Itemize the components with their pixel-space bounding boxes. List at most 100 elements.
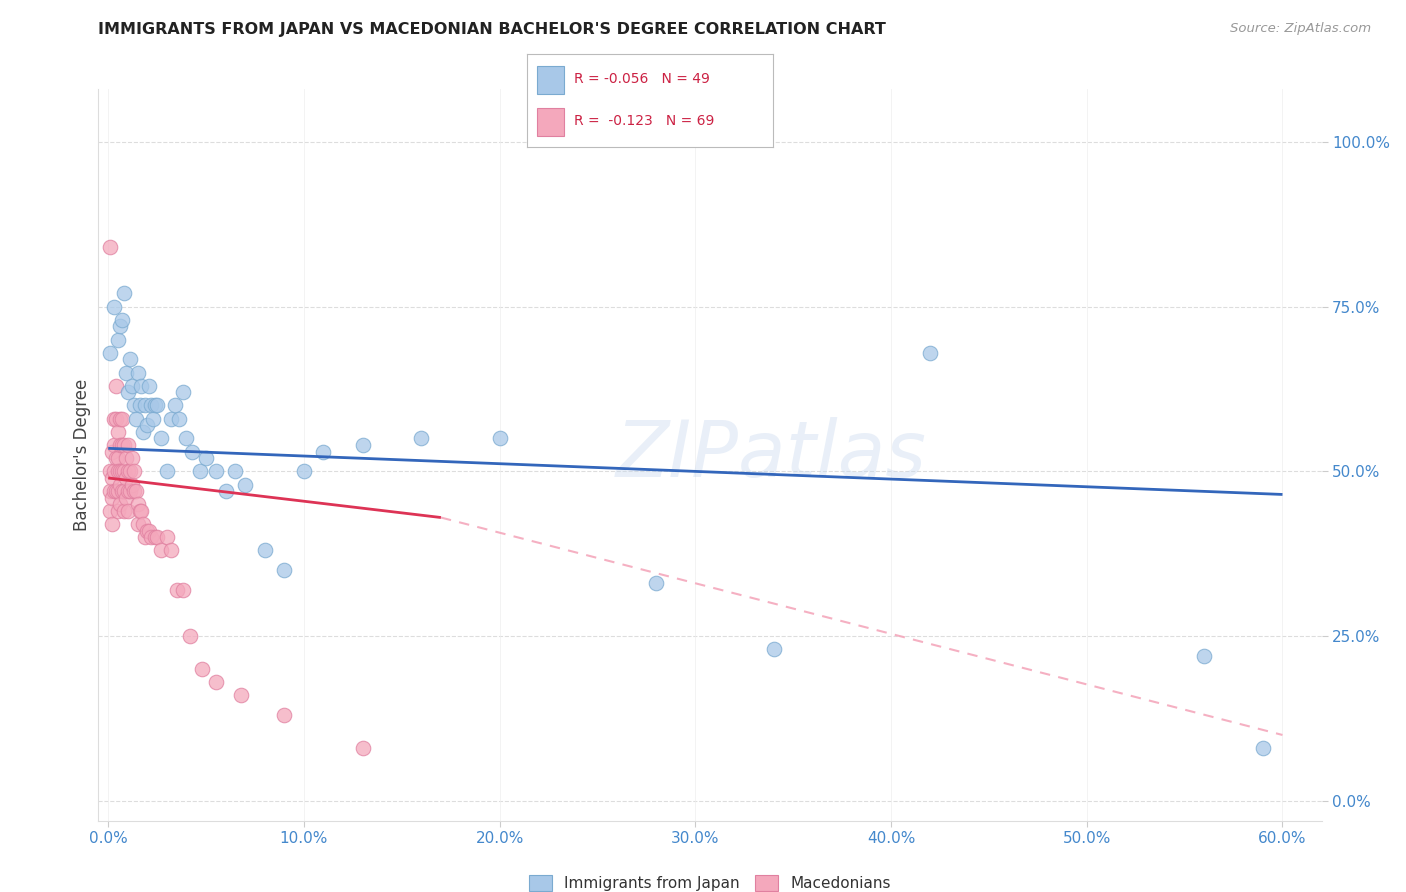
Point bbox=[101, 444, 124, 458]
Point bbox=[352, 438, 374, 452]
Point bbox=[142, 411, 165, 425]
Point bbox=[205, 464, 228, 478]
Point bbox=[107, 464, 129, 478]
Point bbox=[98, 504, 121, 518]
Point bbox=[111, 464, 134, 478]
Point bbox=[160, 411, 183, 425]
Point bbox=[156, 464, 179, 478]
Point bbox=[233, 477, 256, 491]
Point bbox=[352, 741, 374, 756]
Point bbox=[273, 708, 295, 723]
Text: R = -0.056   N = 49: R = -0.056 N = 49 bbox=[574, 72, 710, 87]
Point bbox=[762, 642, 785, 657]
Point bbox=[141, 399, 163, 413]
Point bbox=[107, 425, 129, 439]
Point bbox=[112, 286, 135, 301]
Point bbox=[163, 399, 186, 413]
Point bbox=[205, 675, 228, 690]
Point bbox=[118, 464, 141, 478]
Point bbox=[103, 411, 125, 425]
Point bbox=[181, 444, 204, 458]
Point bbox=[105, 378, 128, 392]
Point bbox=[105, 484, 128, 499]
Point bbox=[111, 313, 134, 327]
Point bbox=[124, 484, 146, 499]
Point bbox=[121, 477, 143, 491]
Text: R =  -0.123   N = 69: R = -0.123 N = 69 bbox=[574, 114, 714, 128]
Point bbox=[118, 352, 141, 367]
Point bbox=[176, 432, 198, 446]
Point bbox=[488, 432, 510, 446]
Point bbox=[146, 399, 169, 413]
Point bbox=[108, 464, 131, 478]
Point bbox=[122, 464, 145, 478]
Point bbox=[191, 662, 214, 676]
Point bbox=[114, 471, 136, 485]
Point bbox=[138, 378, 160, 392]
Point bbox=[124, 411, 146, 425]
Point bbox=[141, 530, 163, 544]
Point bbox=[136, 524, 159, 538]
Point bbox=[98, 484, 121, 499]
Point bbox=[114, 366, 136, 380]
Point bbox=[98, 240, 121, 254]
Point bbox=[108, 438, 131, 452]
Point bbox=[105, 411, 128, 425]
Point bbox=[101, 471, 124, 485]
Point bbox=[101, 491, 124, 505]
Point bbox=[127, 497, 149, 511]
Point bbox=[107, 451, 129, 466]
Point bbox=[134, 399, 156, 413]
Point bbox=[253, 543, 276, 558]
Point bbox=[98, 345, 121, 359]
Point bbox=[179, 629, 201, 643]
Point bbox=[134, 530, 156, 544]
Point bbox=[136, 418, 159, 433]
Point bbox=[107, 484, 129, 499]
Point bbox=[105, 451, 128, 466]
Point bbox=[112, 464, 135, 478]
Legend: Immigrants from Japan, Macedonians: Immigrants from Japan, Macedonians bbox=[523, 869, 897, 892]
Point bbox=[172, 582, 194, 597]
Point bbox=[166, 582, 188, 597]
Point bbox=[108, 319, 131, 334]
Point bbox=[143, 399, 166, 413]
Point bbox=[132, 517, 155, 532]
Point bbox=[138, 524, 160, 538]
Point bbox=[156, 530, 179, 544]
Point bbox=[108, 477, 131, 491]
Point bbox=[1192, 648, 1215, 663]
Point bbox=[143, 530, 166, 544]
Point bbox=[103, 300, 125, 314]
Point bbox=[112, 484, 135, 499]
Text: IMMIGRANTS FROM JAPAN VS MACEDONIAN BACHELOR'S DEGREE CORRELATION CHART: IMMIGRANTS FROM JAPAN VS MACEDONIAN BACH… bbox=[98, 22, 886, 37]
Y-axis label: Bachelor's Degree: Bachelor's Degree bbox=[73, 379, 91, 531]
Point bbox=[117, 438, 139, 452]
Point bbox=[214, 484, 236, 499]
Point bbox=[117, 484, 139, 499]
Point bbox=[114, 491, 136, 505]
Point bbox=[132, 425, 155, 439]
Point bbox=[117, 464, 139, 478]
Point bbox=[112, 438, 135, 452]
Point bbox=[108, 411, 131, 425]
Point bbox=[224, 464, 246, 478]
Point bbox=[411, 432, 433, 446]
Point bbox=[101, 517, 124, 532]
Point bbox=[122, 399, 145, 413]
Point bbox=[117, 385, 139, 400]
Point bbox=[103, 464, 125, 478]
Point bbox=[118, 484, 141, 499]
Point bbox=[127, 366, 149, 380]
Point bbox=[117, 504, 139, 518]
Point bbox=[195, 451, 218, 466]
Point bbox=[160, 543, 183, 558]
Text: Source: ZipAtlas.com: Source: ZipAtlas.com bbox=[1230, 22, 1371, 36]
Point bbox=[98, 464, 121, 478]
Point bbox=[127, 517, 149, 532]
Point bbox=[172, 385, 194, 400]
Point bbox=[111, 411, 134, 425]
Point bbox=[1251, 741, 1274, 756]
Point bbox=[103, 438, 125, 452]
Point bbox=[114, 451, 136, 466]
